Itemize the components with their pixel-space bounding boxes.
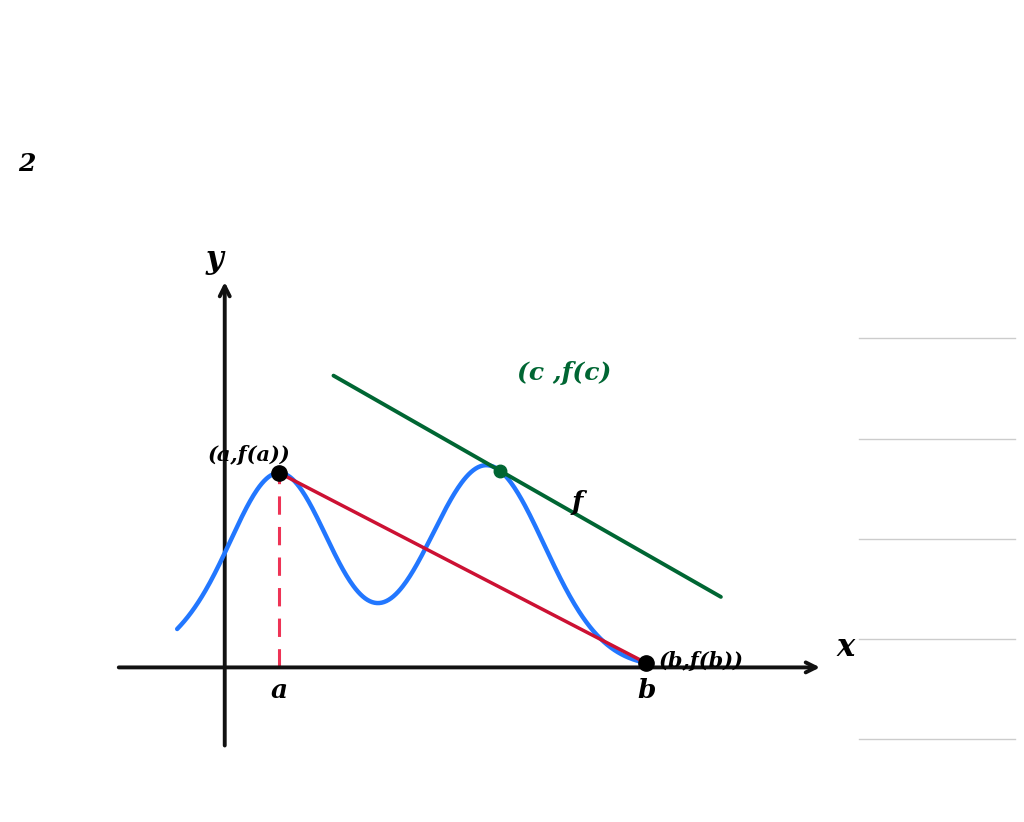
Text: f: f xyxy=(571,490,583,515)
Text: b: b xyxy=(637,678,655,703)
Text: (b,f(b)): (b,f(b)) xyxy=(658,651,743,671)
Text: (c ,f(c): (c ,f(c) xyxy=(517,362,611,386)
Text: a: a xyxy=(270,678,288,703)
Text: Screen: Screen xyxy=(20,19,69,33)
Text: x: x xyxy=(837,632,855,663)
Text: (a,f(a)): (a,f(a)) xyxy=(208,445,291,464)
Text: y: y xyxy=(206,244,223,275)
Text: Numerade ⌄: Numerade ⌄ xyxy=(455,16,569,35)
Text: 2: 2 xyxy=(18,152,36,177)
